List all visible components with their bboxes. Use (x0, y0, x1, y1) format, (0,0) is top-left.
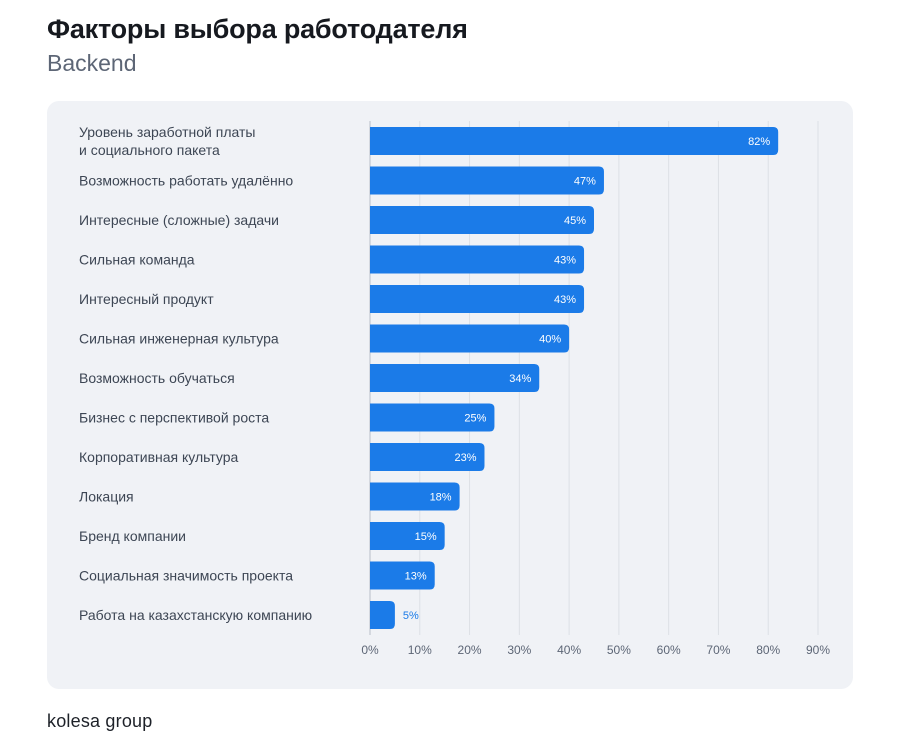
bar-value-label: 34% (509, 373, 531, 385)
bar-value-label: 45% (564, 215, 586, 227)
chart-title: Факторы выбора работодателя (47, 14, 468, 44)
x-tick-label: 70% (706, 643, 730, 657)
bar (370, 443, 485, 471)
category-label: Возможность обучаться (79, 370, 235, 386)
bar (370, 403, 495, 432)
x-tick-label: 10% (408, 643, 432, 657)
bar (370, 482, 460, 511)
bar (370, 324, 570, 353)
bar (370, 285, 585, 313)
chart-subtitle: Backend (47, 50, 137, 76)
category-label: Корпоративная культура (79, 449, 239, 465)
category-label: Интересные (сложные) задачи (79, 212, 279, 228)
bar-value-label: 5% (403, 610, 419, 622)
category-label: Бизнес с перспективой роста (79, 410, 269, 426)
bar (370, 245, 585, 274)
bar (370, 561, 435, 590)
category-label: Локация (79, 489, 134, 505)
category-label: и социального пакета (79, 142, 220, 158)
category-label: Уровень заработной платы (79, 124, 255, 140)
bar-value-label: 15% (415, 531, 437, 543)
kolesa-group-logo: kolesa group (47, 711, 153, 731)
x-tick-label: 50% (607, 643, 631, 657)
bar-value-label: 82% (748, 136, 770, 148)
category-label: Возможность работать удалённо (79, 173, 293, 189)
bar-value-label: 13% (405, 571, 427, 583)
category-label: Социальная значимость проекта (79, 568, 293, 584)
category-label: Сильная команда (79, 252, 195, 268)
bar-value-label: 18% (430, 492, 452, 504)
bar (370, 127, 779, 155)
x-tick-label: 40% (557, 643, 581, 657)
x-tick-label: 90% (806, 643, 830, 657)
x-tick-label: 80% (756, 643, 780, 657)
bar-value-label: 25% (464, 413, 486, 425)
x-tick-label: 60% (657, 643, 681, 657)
category-label: Бренд компании (79, 528, 186, 544)
bar-value-label: 43% (554, 255, 576, 267)
bar-value-label: 47% (574, 176, 596, 188)
category-label: Интересный продукт (79, 291, 214, 307)
bar (370, 206, 594, 234)
x-tick-label: 0% (361, 643, 379, 657)
x-tick-label: 20% (458, 643, 482, 657)
x-tick-label: 30% (507, 643, 531, 657)
category-label: Работа на казахстанскую компанию (79, 607, 312, 623)
bar-value-label: 23% (454, 452, 476, 464)
bar-value-label: 40% (539, 334, 561, 346)
bar-value-label: 43% (554, 294, 576, 306)
bar (370, 166, 604, 195)
bar (370, 522, 445, 550)
bar (370, 601, 395, 629)
category-label: Сильная инженерная культура (79, 331, 279, 347)
bar (370, 364, 540, 392)
